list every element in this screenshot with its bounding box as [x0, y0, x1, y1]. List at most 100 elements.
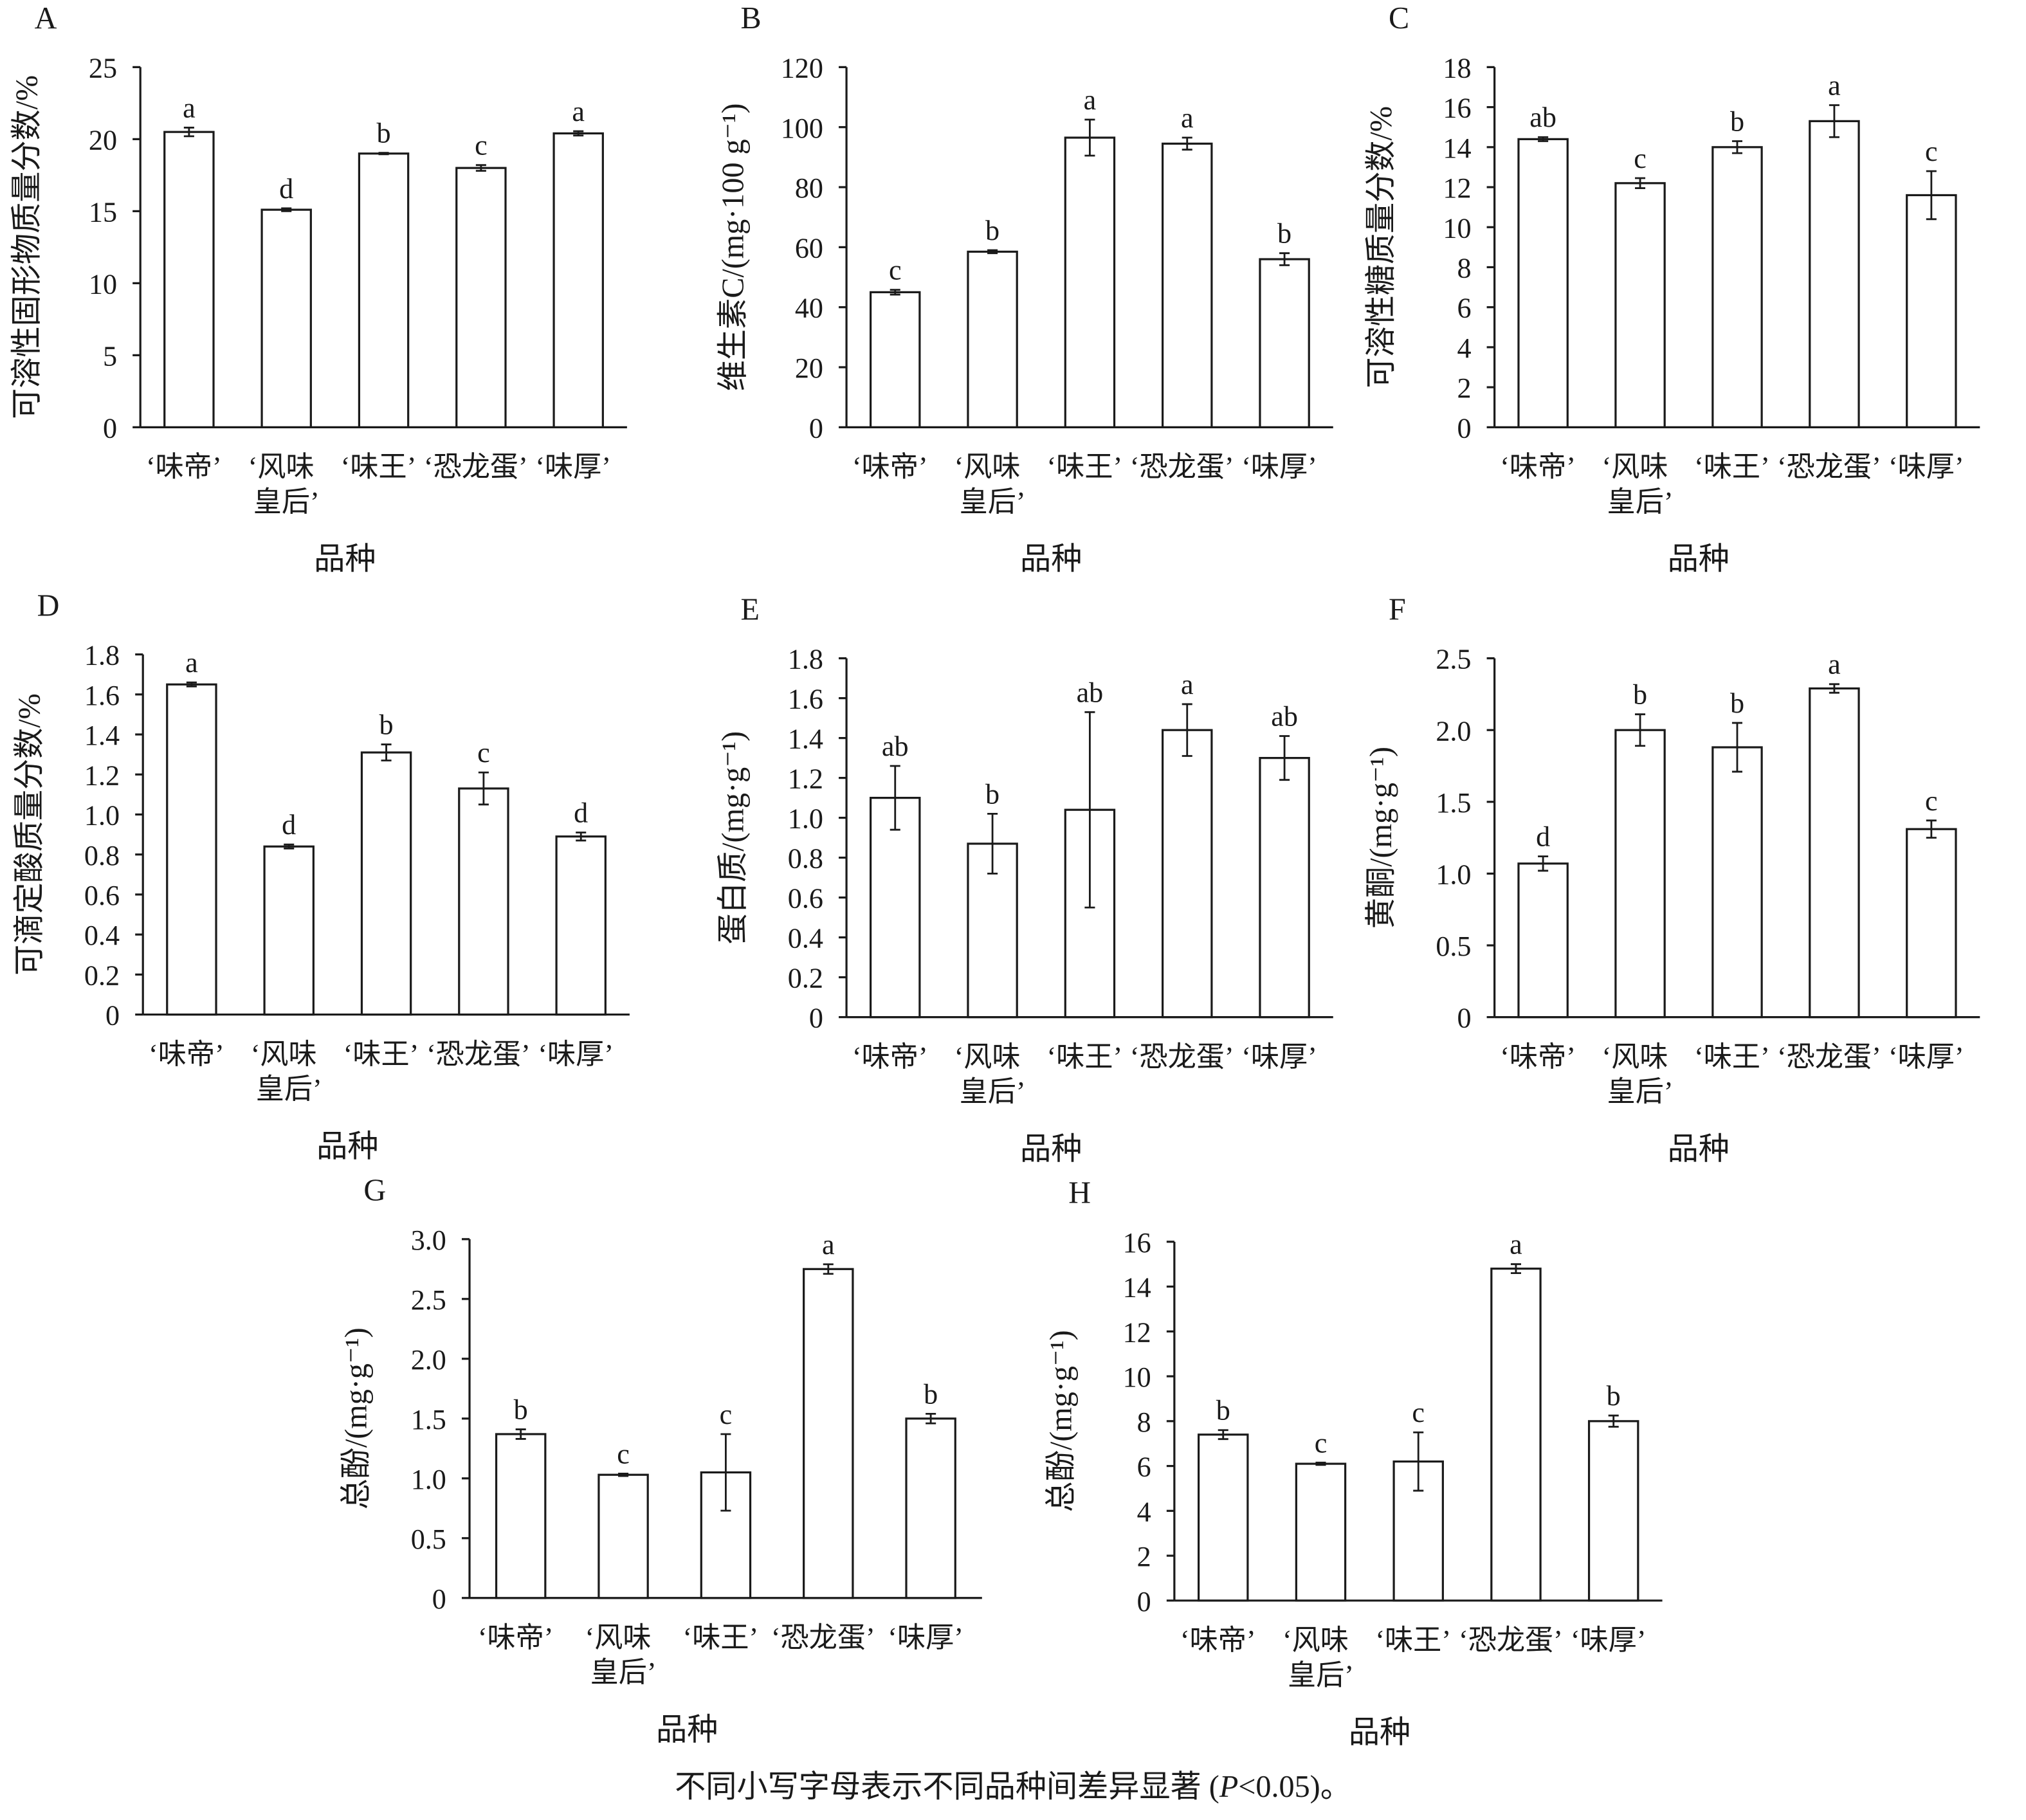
- significance-label: a: [1828, 69, 1841, 101]
- panel-label: F: [1389, 592, 1406, 626]
- x-tick-label: ‘味帝’: [852, 1041, 928, 1073]
- significance-label: a: [183, 92, 196, 123]
- error-bar: [378, 152, 389, 156]
- error-bar: [987, 249, 998, 255]
- error-bar: [720, 1433, 731, 1512]
- y-tick-label: 1.4: [84, 720, 120, 751]
- bar: [1517, 138, 1569, 428]
- y-tick-label: 20: [89, 124, 117, 156]
- x-tick-label: ‘味帝’: [852, 451, 928, 483]
- error-bar: [926, 1412, 936, 1424]
- y-tick-label: 1.5: [411, 1404, 446, 1435]
- bar: [1711, 746, 1763, 1019]
- x-tick-label: ‘味帝’: [149, 1039, 224, 1070]
- x-tick-label: ‘恐龙蛋’: [1130, 1041, 1234, 1073]
- bar: [967, 250, 1018, 428]
- error-bar: [478, 771, 489, 806]
- error-bar: [987, 813, 998, 875]
- x-tick-label: ‘味厚’: [1888, 451, 1964, 483]
- error-bar: [890, 765, 900, 831]
- panel-label: C: [1389, 1, 1409, 35]
- x-axis-label: 品种: [656, 1713, 718, 1747]
- significance-label: c: [477, 737, 490, 769]
- error-bar: [1315, 1461, 1326, 1466]
- bar: [555, 835, 607, 1016]
- error-bar: [1182, 136, 1192, 151]
- x-tick-label: ‘味帝’: [478, 1622, 554, 1653]
- y-tick-label: 60: [795, 232, 823, 264]
- y-tick-label: 0: [809, 412, 823, 444]
- y-axis-label: 总酚/(mg·g⁻¹): [1044, 1330, 1078, 1512]
- x-tick-label: ‘恐龙蛋’: [1777, 1041, 1881, 1073]
- bar: [905, 1417, 956, 1599]
- y-tick-label: 0.8: [84, 840, 120, 871]
- panel-label: A: [35, 1, 57, 35]
- significance-label: b: [1277, 218, 1291, 250]
- error-bar: [281, 207, 292, 212]
- error-bar: [1538, 136, 1549, 142]
- y-tick-label: 16: [1443, 93, 1471, 124]
- y-tick-label: 1.2: [84, 760, 120, 791]
- x-tick-label: ‘风味: [1282, 1624, 1349, 1656]
- x-tick-label: ‘风味: [251, 1039, 317, 1070]
- x-tick-label: ‘风味: [585, 1622, 652, 1653]
- x-tick-label: ‘味王’: [1375, 1624, 1451, 1656]
- panel-label: B: [741, 1, 762, 35]
- y-tick-label: 100: [781, 113, 823, 144]
- y-tick-label: 0.8: [788, 843, 823, 875]
- significance-label: b: [985, 215, 999, 246]
- y-tick-label: 20: [795, 352, 823, 384]
- x-axis-label: 品种: [1668, 542, 1729, 576]
- y-tick-label: 1.5: [1436, 787, 1471, 819]
- note-text: 不同小写字母表示不同品种间差异显著 (: [675, 1770, 1219, 1804]
- significance-label: a: [185, 647, 198, 678]
- significance-label: c: [1925, 785, 1938, 817]
- x-tick-label: ‘风味: [1602, 451, 1668, 483]
- y-tick-label: 0.5: [411, 1524, 446, 1555]
- bar: [1809, 120, 1860, 428]
- bar: [1614, 729, 1666, 1019]
- x-tick-label: ‘味厚’: [1241, 1041, 1317, 1073]
- y-tick-label: 14: [1443, 132, 1471, 164]
- y-tick-label: 0.4: [788, 923, 823, 954]
- significance-label: b: [514, 1394, 528, 1425]
- significance-label: c: [889, 255, 902, 286]
- error-bar: [1635, 713, 1646, 747]
- x-tick-label: ‘味厚’: [535, 451, 611, 483]
- significance-label: b: [1730, 687, 1744, 719]
- x-tick-label: ‘恐龙蛋’: [426, 1039, 531, 1070]
- significance-label: c: [1634, 143, 1647, 174]
- x-tick-label: ‘风味: [954, 1041, 1021, 1073]
- x-tick-label: 皇后’: [1288, 1659, 1354, 1691]
- x-tick-label: ‘味帝’: [1500, 451, 1576, 483]
- y-tick-label: 1.0: [411, 1464, 446, 1495]
- significance-label: a: [1510, 1229, 1522, 1260]
- y-tick-label: 0: [1457, 412, 1471, 444]
- error-bar: [618, 1472, 629, 1477]
- error-bar: [475, 164, 486, 172]
- note-text: P: [1219, 1770, 1238, 1804]
- bar: [495, 1433, 547, 1599]
- y-tick-label: 8: [1457, 253, 1471, 284]
- x-tick-label: ‘味厚’: [1571, 1624, 1647, 1656]
- significance-label: d: [574, 797, 588, 828]
- error-bar: [515, 1428, 526, 1440]
- error-bar: [1635, 177, 1646, 189]
- bar: [870, 797, 921, 1019]
- y-tick-label: 0.4: [84, 920, 120, 951]
- x-tick-label: ‘恐龙蛋’: [771, 1622, 875, 1653]
- bar: [1906, 828, 1957, 1019]
- significance-label: c: [475, 130, 488, 161]
- y-tick-label: 0: [1457, 1003, 1471, 1034]
- y-tick-label: 0.2: [84, 960, 120, 991]
- y-tick-label: 1.6: [84, 680, 120, 711]
- bar: [1906, 194, 1957, 428]
- y-tick-label: 4: [1457, 332, 1471, 364]
- significance-label: d: [282, 809, 296, 841]
- y-tick-label: 1.8: [788, 644, 823, 675]
- bar: [1392, 1460, 1444, 1602]
- error-bar: [381, 743, 392, 761]
- significance-label: a: [1181, 102, 1194, 134]
